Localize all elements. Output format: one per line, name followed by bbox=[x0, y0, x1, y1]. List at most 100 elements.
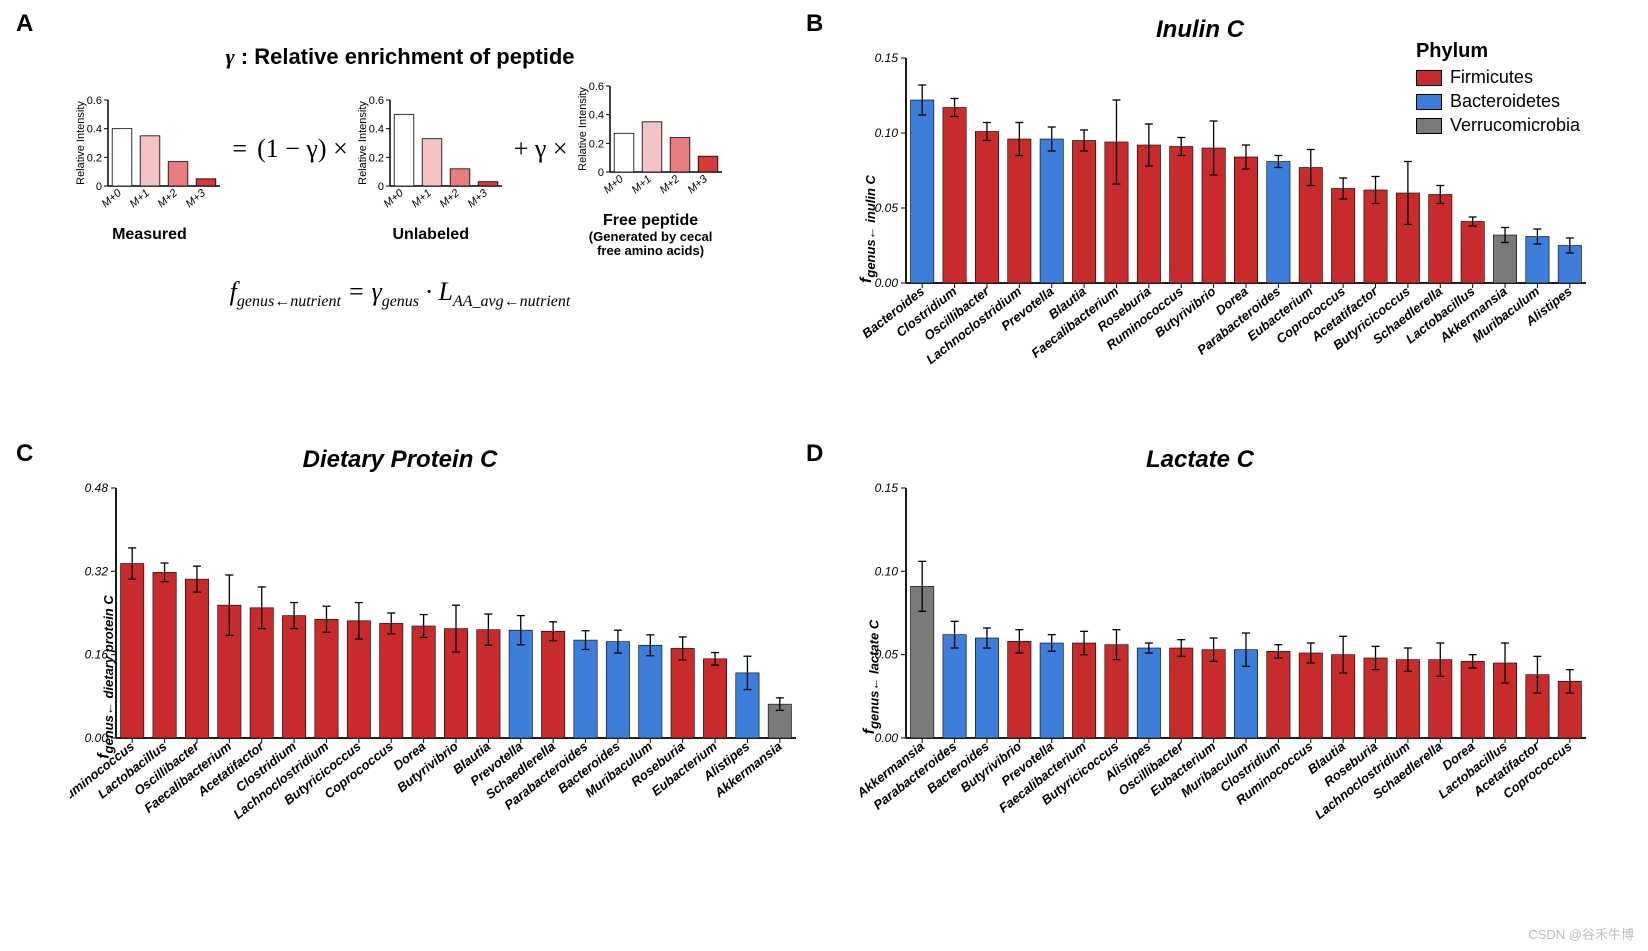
y-axis-label: fgenus← dietary protein C bbox=[96, 595, 116, 759]
mini-chart-svg: 0 0.2 0.4 0.6 M+0M+1M+2M+3 Relative Intensity bbox=[74, 94, 224, 224]
xtick-label: M+2 bbox=[156, 187, 180, 210]
ytick-label: 0.15 bbox=[875, 51, 899, 65]
ytick-label: 0.2 bbox=[368, 153, 383, 165]
xtick-label: M+3 bbox=[465, 187, 490, 211]
xtick-label: M+0 bbox=[100, 187, 125, 211]
xtick-label: M+2 bbox=[657, 173, 681, 196]
ytick-label: 0.4 bbox=[368, 124, 383, 136]
ytick-label: 0.4 bbox=[588, 110, 603, 122]
bar bbox=[1234, 157, 1257, 283]
ytick-label: 0.6 bbox=[87, 95, 102, 107]
ytick-label: 0.10 bbox=[875, 126, 899, 140]
ytick-label: 0.32 bbox=[85, 564, 109, 578]
panel-d-title: Lactate C bbox=[800, 446, 1600, 474]
mini-chart-sub: (Generated by cecalfree amino acids) bbox=[589, 230, 713, 259]
bar bbox=[671, 648, 694, 738]
xtick-label: M+1 bbox=[629, 173, 653, 196]
ytick-label: 0.48 bbox=[85, 481, 109, 495]
panel-a: A γ : Relative enrichment of peptide 0 0.… bbox=[10, 10, 790, 430]
bar bbox=[153, 572, 176, 738]
bar bbox=[1040, 139, 1063, 283]
panel-a-label: A bbox=[16, 10, 33, 38]
bar bbox=[169, 162, 189, 186]
ytick-label: 0.05 bbox=[875, 201, 899, 215]
bar bbox=[1202, 650, 1225, 738]
mini-chart-name: Measured bbox=[112, 226, 187, 244]
bar bbox=[975, 638, 998, 738]
panel-b-label: B bbox=[806, 10, 823, 38]
ytick-label: 0.6 bbox=[368, 95, 383, 107]
mini-chart-name: Unlabeled bbox=[393, 226, 469, 244]
panel-c-chart: 0.000.160.320.48RuminococcusLactobacillu… bbox=[70, 480, 790, 873]
bar bbox=[1072, 141, 1095, 284]
xtick-label: M+0 bbox=[381, 187, 406, 211]
bar bbox=[1299, 653, 1322, 738]
bar bbox=[282, 616, 305, 738]
bar bbox=[943, 108, 966, 284]
bar bbox=[1461, 222, 1484, 284]
ytick-label: 0.6 bbox=[588, 81, 603, 93]
y-axis-label: fgenus← lactate C bbox=[861, 619, 881, 733]
xtick-label: M+1 bbox=[409, 187, 433, 210]
ytick-label: 0 bbox=[378, 181, 384, 193]
bar bbox=[1072, 643, 1095, 738]
panel-c-title: Dietary Protein C bbox=[10, 446, 790, 474]
bar bbox=[1008, 139, 1031, 283]
ytick-label: 0.2 bbox=[87, 153, 102, 165]
panel-b-chart: 0.000.050.100.15BacteroidesClostridiumOs… bbox=[860, 50, 1600, 408]
bar bbox=[975, 132, 998, 284]
bar bbox=[450, 169, 470, 186]
mini-chart-unlabeled: 0 0.2 0.4 0.6 M+0M+1M+2M+3 Relative Intensity… bbox=[356, 94, 506, 244]
mini-chart-plot: 0 0.2 0.4 0.6 M+0M+1M+2M+3 Relative Intensity bbox=[356, 94, 506, 224]
y-axis-label: Relative Intensity bbox=[577, 87, 589, 171]
bar bbox=[1008, 641, 1031, 738]
bar bbox=[670, 138, 690, 172]
bar bbox=[141, 136, 161, 186]
bar bbox=[1170, 147, 1193, 284]
bar bbox=[1137, 648, 1160, 738]
equation-operator: + γ × bbox=[512, 134, 570, 164]
equation-operator: = bbox=[230, 134, 249, 164]
equation-operator: (1 − γ) × bbox=[255, 134, 350, 164]
y-axis-label: Relative Intensity bbox=[357, 101, 369, 185]
bar bbox=[1040, 643, 1063, 738]
y-axis-label: fgenus← inulin C bbox=[858, 175, 878, 283]
panel-b: B Inulin C Phylum FirmicutesBacteroidete… bbox=[800, 10, 1600, 430]
ytick-label: 0.4 bbox=[87, 124, 102, 136]
bar bbox=[380, 623, 403, 738]
xtick-label: M+0 bbox=[601, 173, 626, 197]
bar bbox=[1170, 648, 1193, 738]
bar bbox=[315, 619, 338, 738]
bar bbox=[639, 645, 662, 738]
bar-chart-svg: 0.000.160.320.48RuminococcusLactobacillu… bbox=[70, 480, 806, 868]
y-axis-label: Relative Intensity bbox=[75, 101, 87, 185]
panel-a-formula: fgenus←nutrient = γgenus · LAA_avg←nutri… bbox=[10, 277, 790, 311]
bar bbox=[422, 139, 442, 186]
ytick-label: 0 bbox=[96, 181, 102, 193]
bar-chart-svg: 0.000.050.100.15BacteroidesClostridiumOs… bbox=[860, 50, 1596, 403]
ytick-label: 0.00 bbox=[875, 276, 899, 290]
bar bbox=[574, 640, 597, 738]
bar bbox=[642, 122, 662, 172]
panel-c-label: C bbox=[16, 440, 33, 468]
mini-chart-free-peptide: 00.20.40.6M+0M+1M+2M+3Relative Intensity… bbox=[576, 80, 726, 259]
panel-c: C Dietary Protein C 0.000.160.320.48Rumi… bbox=[10, 440, 790, 910]
xtick-label: M+1 bbox=[128, 187, 152, 210]
mini-chart-svg: 0 0.2 0.4 0.6 M+0M+1M+2M+3 Relative Intensity bbox=[356, 94, 506, 224]
bar bbox=[614, 133, 634, 172]
xtick-label: M+2 bbox=[437, 187, 461, 210]
mini-chart-plot: 00.20.40.6M+0M+1M+2M+3Relative Intensity bbox=[576, 80, 726, 210]
bar bbox=[943, 635, 966, 738]
xtick-label: M+3 bbox=[184, 187, 209, 211]
bar bbox=[185, 579, 208, 738]
watermark: CSDN @谷禾牛博 bbox=[1528, 924, 1634, 943]
bar bbox=[412, 626, 435, 738]
panel-a-title: γ : Relative enrichment of peptide bbox=[10, 44, 790, 70]
bar bbox=[197, 179, 217, 186]
bar bbox=[509, 630, 532, 738]
panel-a-title-text: : Relative enrichment of peptide bbox=[241, 44, 575, 69]
bar bbox=[113, 129, 133, 186]
ytick-label: 0 bbox=[597, 167, 603, 179]
bar bbox=[1429, 195, 1452, 284]
bar bbox=[541, 631, 564, 738]
